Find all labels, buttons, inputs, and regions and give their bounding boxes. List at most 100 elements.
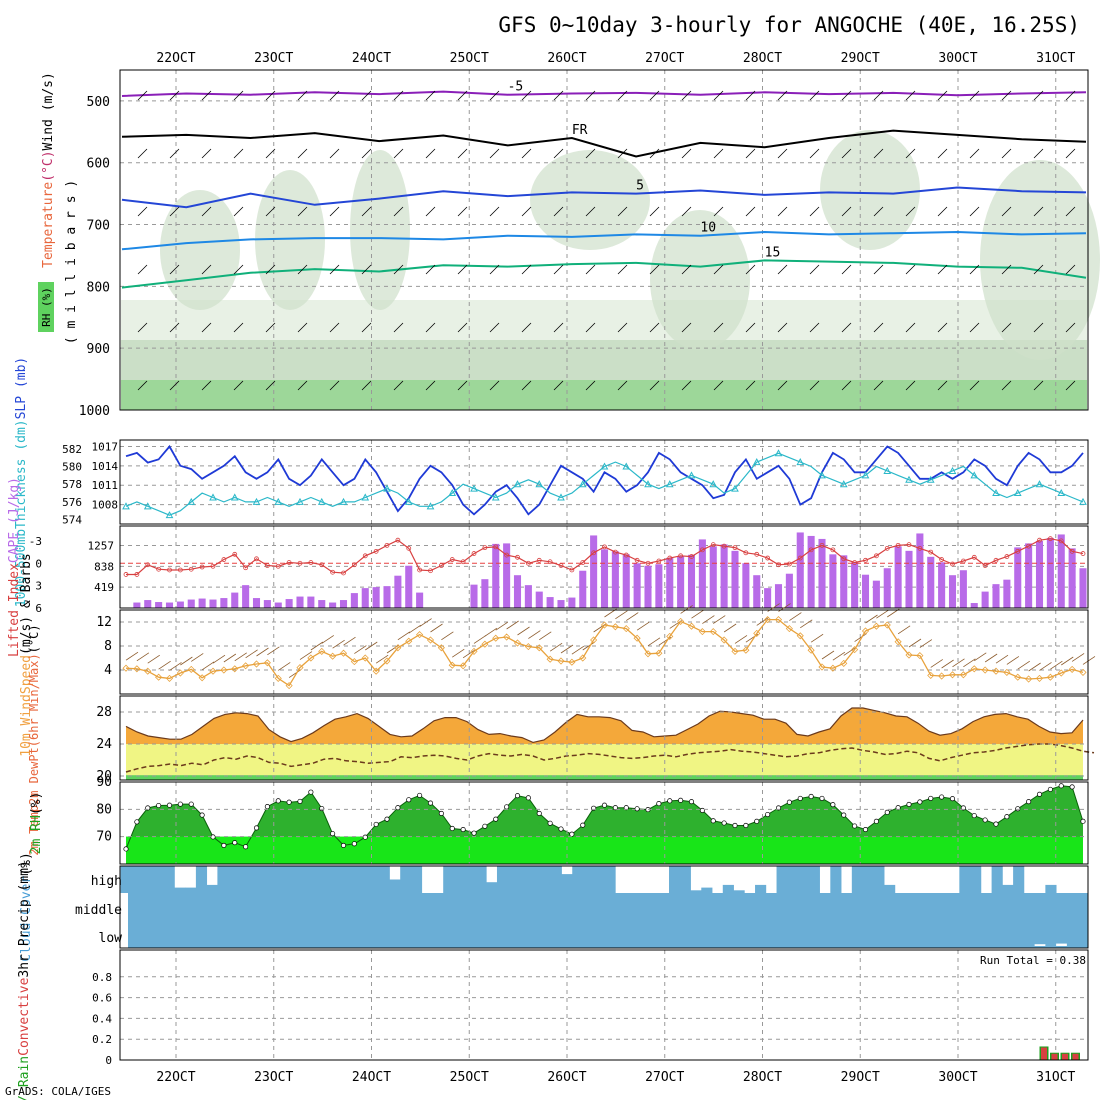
cape-bar — [133, 602, 141, 608]
wind-speed-marker — [568, 658, 576, 666]
wind-barb — [265, 206, 276, 217]
wind-barb — [506, 620, 519, 630]
cloud-high-bar — [410, 866, 423, 893]
wind-barb — [489, 380, 500, 391]
cape-bar — [785, 573, 793, 608]
cloud-high-bar — [217, 866, 229, 893]
wind-speed-marker — [872, 622, 880, 630]
rh-marker — [971, 813, 977, 819]
rh-shade-blob-4 — [650, 210, 750, 350]
cloud-high-bar — [378, 866, 390, 893]
cloud-ylabel-part-0: Cloud Cover — [19, 876, 34, 962]
wind-barb — [321, 635, 334, 644]
wind-barb — [897, 625, 911, 635]
wind-speed-marker — [764, 616, 772, 624]
wind-ylabel-text: 10m WindSpeed(m/s) & Barbs — [19, 553, 34, 757]
wind-speed-marker — [1068, 665, 1076, 673]
x-tick-label-top: 31OCT — [1036, 51, 1075, 66]
wind-barb — [841, 148, 852, 159]
rh-marker — [482, 823, 488, 829]
thickness-marker — [752, 458, 761, 466]
wind-barb — [585, 380, 596, 391]
li-marker — [699, 547, 705, 553]
rh-shade-band-2 — [121, 380, 1087, 410]
wind-barb — [1006, 656, 1020, 665]
rh-marker — [819, 795, 825, 801]
cape-bar — [1025, 543, 1033, 608]
rh-marker — [1080, 818, 1086, 824]
cape-bar — [524, 585, 532, 608]
li-marker — [297, 560, 303, 566]
wind-barb — [876, 609, 889, 619]
wind-barb — [789, 612, 802, 621]
wind-barb — [397, 631, 411, 641]
cape-bar — [948, 575, 957, 608]
temp-ylabel-part-1: 2m DewPt — [27, 747, 41, 805]
temp-ylabel-part-0: 2m Temp — [27, 805, 41, 856]
wind-barb — [1001, 264, 1012, 275]
wind-barb — [489, 90, 500, 101]
wind-barb — [233, 380, 244, 391]
x-tick-label-bottom: 22OCT — [156, 1070, 195, 1085]
cloud-high-bar — [798, 866, 810, 893]
y-tick-label: 800 — [87, 280, 110, 295]
cape-bar — [959, 570, 967, 608]
cloud-high-bar — [400, 866, 412, 893]
rh-marker — [438, 810, 444, 816]
y-tick-label-left: 574 — [62, 514, 82, 527]
wind-barb — [393, 148, 404, 159]
li-marker — [884, 545, 890, 551]
rh-marker — [525, 795, 531, 801]
wind-speed-marker — [492, 634, 500, 642]
wind-speed-marker — [905, 651, 913, 659]
li-marker — [580, 560, 586, 565]
cloud-high-bar — [529, 866, 541, 893]
y-tick-label: 0.6 — [92, 992, 112, 1005]
cloud-high-bar — [174, 887, 186, 893]
rh-marker — [1069, 784, 1075, 790]
wind-barb — [1082, 656, 1096, 665]
wind-barb — [809, 264, 820, 275]
cape-bar — [546, 597, 554, 608]
cloud-high-bar — [389, 879, 401, 893]
y-tick-label: 28 — [96, 705, 112, 720]
li-marker — [188, 566, 194, 572]
wind-barb — [201, 661, 215, 671]
li-marker — [602, 544, 607, 550]
cloud-high-bar — [690, 890, 702, 893]
wind-speed-marker — [405, 637, 413, 645]
wind-speed-marker — [840, 659, 848, 667]
li-marker — [558, 563, 564, 568]
wind-barb — [361, 264, 372, 275]
y-tick-label: 4 — [104, 663, 112, 678]
wind-barb — [553, 148, 564, 159]
cape-bar — [905, 550, 913, 608]
thickness-marker — [905, 475, 913, 483]
wind-barb — [681, 206, 692, 217]
wind-barb — [425, 322, 436, 333]
x-tick-label-bottom: 24OCT — [352, 1070, 391, 1085]
rh-marker — [177, 801, 183, 807]
li-marker — [493, 544, 499, 550]
cape-bar — [872, 580, 880, 608]
wind-speed-marker — [448, 661, 456, 669]
panel-frame — [119, 949, 1089, 1061]
li-marker — [1080, 551, 1086, 556]
li-marker — [319, 562, 325, 568]
x-tick-label-top: 23OCT — [254, 51, 293, 66]
y-tick-label: 90 — [96, 775, 112, 790]
rh-marker — [906, 801, 912, 807]
cape-bar — [883, 568, 891, 608]
x-tick-label-top: 30OCT — [938, 51, 977, 66]
wind-barb — [386, 644, 400, 654]
wind-barb — [201, 380, 212, 391]
rh-marker — [427, 800, 434, 806]
li-marker — [960, 558, 966, 564]
wind-speed-marker — [198, 674, 206, 682]
wind-barb — [265, 148, 276, 159]
wind-speed-marker — [611, 623, 619, 631]
cape-bar — [416, 592, 424, 608]
wind-speed-marker — [144, 667, 152, 675]
panel-frame — [119, 695, 1089, 781]
cloud-high-bar — [862, 866, 874, 893]
